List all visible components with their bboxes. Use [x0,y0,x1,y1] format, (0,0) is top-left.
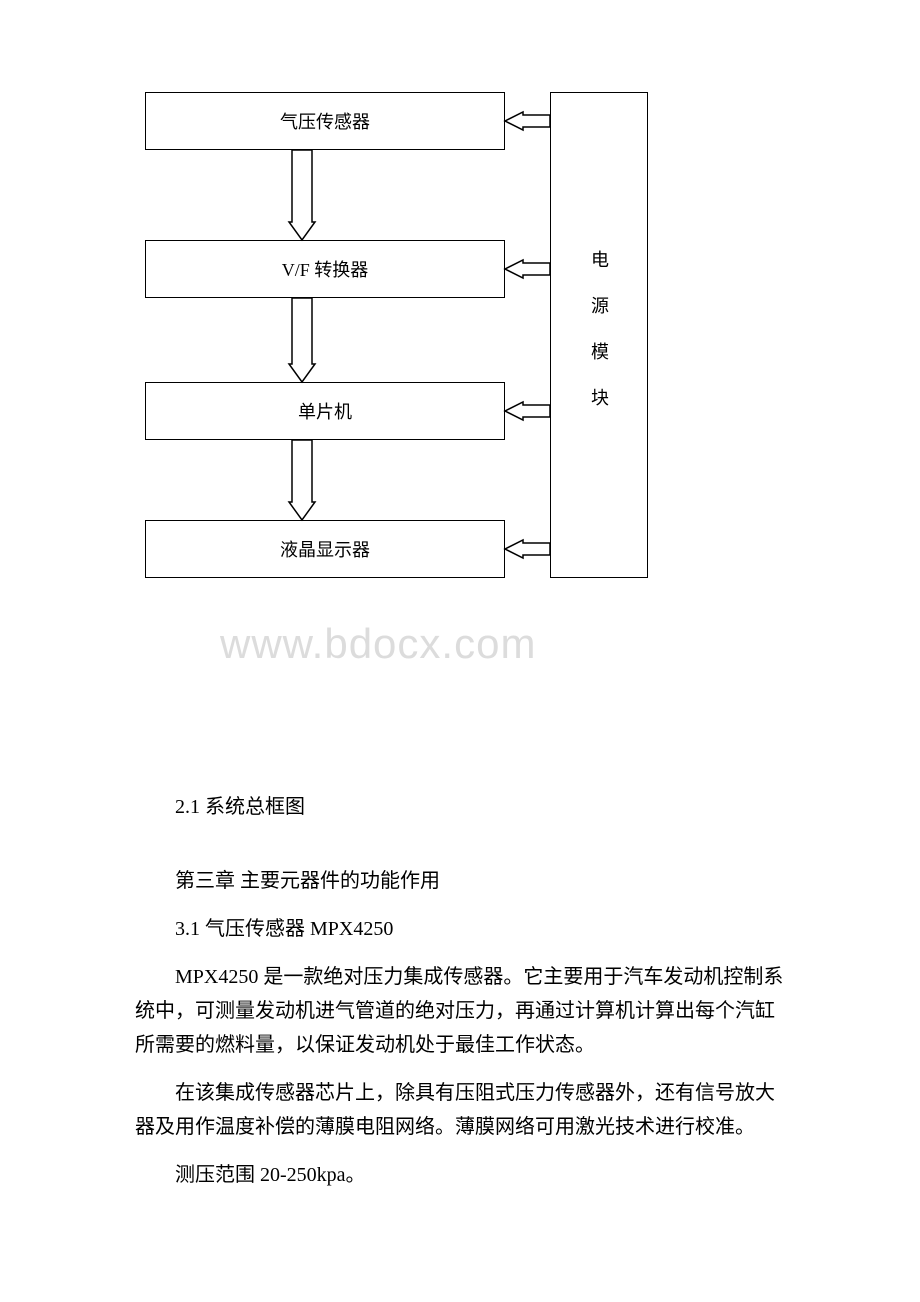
paragraph-3: 测压范围 20-250kpa。 [135,1158,785,1192]
section-heading: 3.1 气压传感器 MPX4250 [135,912,785,946]
system-block-diagram: 气压传感器 V/F 转换器 单片机 液晶显示器 电源模块 [130,80,670,620]
paragraph-2: 在该集成传感器芯片上，除具有压阻式压力传感器外，还有信号放大器及用作温度补偿的薄… [135,1076,785,1144]
paragraph-1: MPX4250 是一款绝对压力集成传感器。它主要用于汽车发动机控制系统中，可测量… [135,960,785,1062]
watermark-text: www.bdocx.com [220,620,536,668]
document-text: 2.1 系统总框图 第三章 主要元器件的功能作用 3.1 气压传感器 MPX42… [135,790,785,1206]
figure-caption: 2.1 系统总框图 [135,790,785,824]
chapter-heading: 第三章 主要元器件的功能作用 [135,864,785,898]
diagram-connectors [130,80,670,620]
